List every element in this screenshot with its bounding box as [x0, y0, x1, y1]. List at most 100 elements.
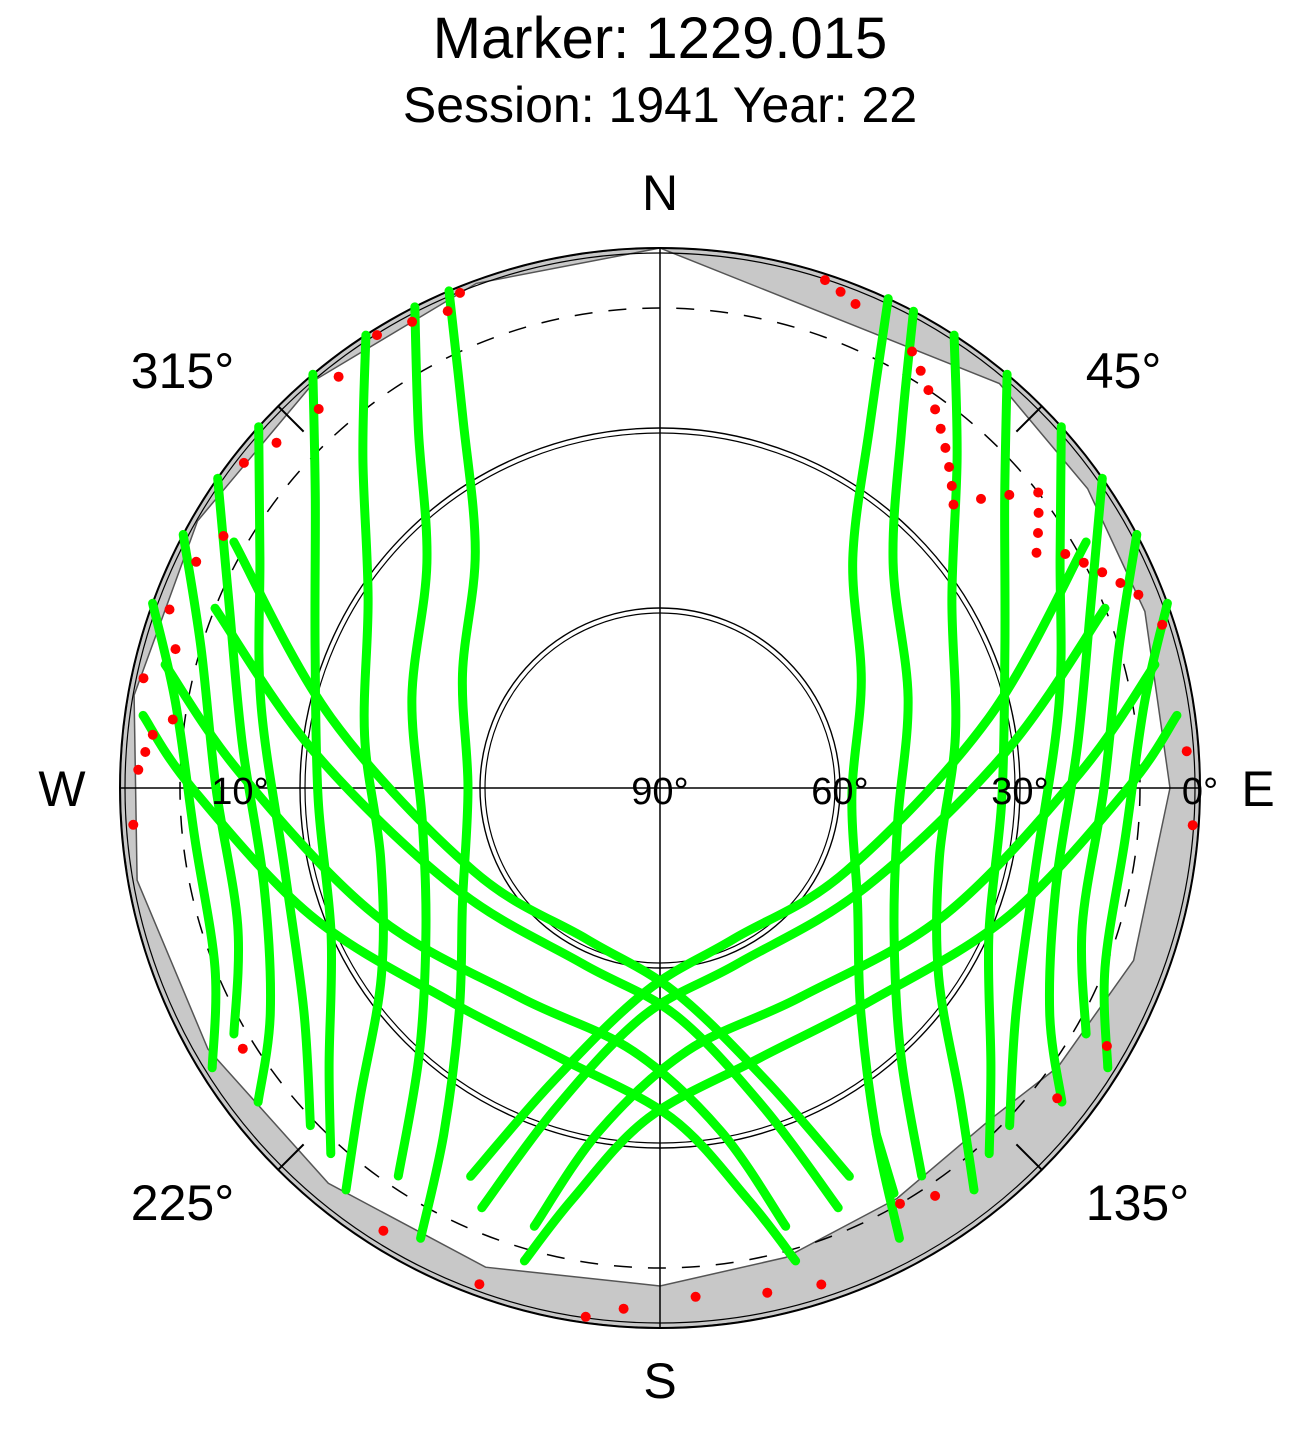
flagged-point — [940, 442, 951, 453]
satellite-track — [308, 369, 337, 1159]
flagged-point — [170, 644, 181, 655]
flagged-point — [1097, 567, 1108, 578]
satellite-track — [871, 1129, 899, 1198]
flagged-point — [915, 365, 926, 376]
flagged-point — [923, 385, 934, 396]
flagged-point — [313, 404, 324, 414]
flagged-point — [618, 1303, 629, 1314]
elevation-label-0: 0° — [1182, 771, 1218, 813]
satellite-track — [1005, 422, 1066, 1131]
flagged-point — [147, 729, 158, 740]
flagged-point — [907, 346, 917, 357]
elevation-label-90: 90° — [631, 771, 688, 813]
satellite-track — [341, 330, 388, 1195]
satellite-track — [519, 710, 1182, 1266]
flagged-point — [976, 493, 986, 504]
flagged-point — [164, 604, 175, 615]
flagged-point — [191, 556, 202, 567]
flagged-point — [944, 462, 955, 472]
flagged-point — [378, 1225, 389, 1236]
flagged-point — [407, 316, 418, 327]
azimuth-label-315: 315° — [131, 343, 234, 399]
azimuth-label-135: 135° — [1086, 1175, 1189, 1231]
polar-plot-area: 45° 135° 225° 315° 0° 30° 60° 90° 10° — [119, 247, 1218, 1329]
flagged-point — [1033, 507, 1044, 518]
elevation-label-30: 30° — [991, 771, 1048, 813]
flagged-point — [1115, 578, 1126, 588]
flagged-point — [1157, 619, 1168, 630]
flagged-point — [946, 480, 957, 491]
satellite-track — [178, 530, 244, 1039]
flagged-point — [580, 1311, 591, 1322]
elevation-label-10: 10° — [211, 771, 268, 813]
flagged-point — [455, 287, 465, 298]
satellite-track — [847, 294, 904, 1243]
flagged-point — [762, 1287, 773, 1298]
flagged-point — [948, 499, 959, 510]
satellite-track — [393, 302, 432, 1181]
satellite-track — [138, 710, 801, 1266]
satellite-track — [466, 537, 1091, 1181]
flagged-point — [930, 404, 941, 415]
flagged-point — [140, 747, 151, 757]
satellite-track — [160, 660, 791, 1231]
satellite-track — [477, 603, 1110, 1213]
azimuth-tick-315 — [277, 405, 305, 433]
flagged-point — [820, 275, 830, 286]
elevation-label-60: 60° — [811, 771, 868, 813]
flagged-point — [1101, 1041, 1112, 1051]
azimuth-tick-225 — [277, 1143, 305, 1171]
azimuth-tick-45 — [1015, 405, 1043, 433]
satellite-track — [213, 473, 276, 1107]
flagged-point — [1060, 549, 1071, 559]
flagged-point — [1033, 487, 1044, 498]
satellite-track — [888, 306, 927, 1181]
satellite-track — [529, 660, 1160, 1231]
azimuth-label-225: 225° — [131, 1175, 234, 1231]
flagged-point — [835, 286, 846, 297]
flagged-point — [218, 531, 229, 541]
flagged-point — [238, 457, 249, 468]
flagged-point — [1181, 746, 1192, 757]
flagged-point — [935, 423, 946, 434]
flagged-point — [850, 299, 861, 309]
flagged-point — [237, 1043, 248, 1054]
flagged-point — [816, 1279, 827, 1290]
cardinal-east-label: E — [1241, 761, 1274, 817]
satellite-track — [254, 422, 315, 1131]
flagged-point — [474, 1279, 485, 1290]
satellite-track — [1044, 473, 1107, 1107]
flagged-point — [895, 1198, 905, 1209]
chart-subtitle: Session: 1941 Year: 22 — [403, 77, 917, 133]
cardinal-south-label: S — [643, 1353, 676, 1409]
flagged-point — [133, 764, 144, 775]
azimuth-label-45: 45° — [1086, 343, 1162, 399]
flagged-point — [442, 306, 453, 317]
flagged-point — [1187, 820, 1198, 831]
flagged-point — [1031, 547, 1042, 558]
satellite-track — [229, 537, 854, 1181]
satellite-track — [932, 330, 979, 1195]
flagged-point — [333, 371, 344, 382]
azimuth-tick-135 — [1015, 1143, 1043, 1171]
flagged-point — [930, 1190, 941, 1201]
flagged-point — [138, 673, 149, 684]
flagged-point — [271, 437, 282, 448]
flagged-point — [1033, 528, 1043, 538]
flagged-point — [1078, 557, 1089, 568]
flagged-point — [1004, 489, 1015, 500]
flagged-point — [128, 819, 139, 830]
flagged-point — [1133, 589, 1144, 600]
flagged-point — [690, 1291, 701, 1302]
chart-title: Marker: 1229.015 — [433, 6, 888, 71]
satellite-track — [1076, 530, 1142, 1039]
flagged-point — [372, 330, 382, 341]
satellite-track — [983, 369, 1012, 1159]
satellite-track — [416, 286, 480, 1243]
cardinal-west-label: W — [38, 761, 86, 817]
satellite-track — [210, 603, 843, 1213]
cardinal-north-label: N — [642, 165, 678, 221]
flagged-point — [1052, 1093, 1063, 1104]
flagged-point — [167, 714, 178, 725]
